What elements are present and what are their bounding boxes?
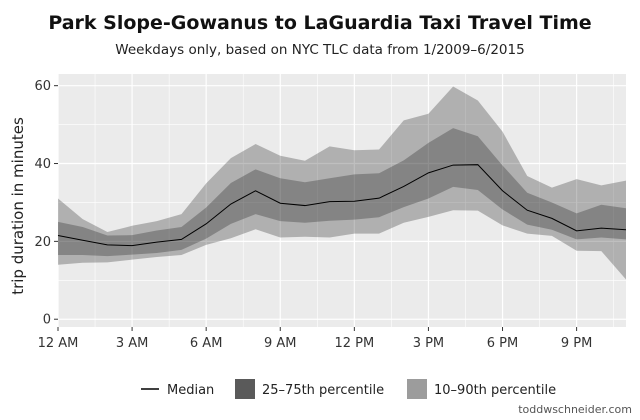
legend-key-10-90 xyxy=(407,379,427,399)
legend-label-25-75: 25–75th percentile xyxy=(262,383,384,398)
band-10-90-percentile xyxy=(58,86,626,280)
y-tick-label: 40 xyxy=(34,157,51,172)
x-tick-label: 6 PM xyxy=(487,336,518,351)
y-tick-label: 20 xyxy=(34,235,51,250)
credit-text: toddwschneider.com xyxy=(518,403,632,416)
y-axis-label: trip duration in minutes xyxy=(9,117,27,295)
x-tick-label: 3 PM xyxy=(413,336,444,351)
legend-key-25-75 xyxy=(235,379,255,399)
legend: Median 25–75th percentile 10–90th percenti… xyxy=(141,379,556,399)
x-tick-label: 12 AM xyxy=(38,336,79,351)
grid-lines xyxy=(57,74,626,327)
legend-label-median: Median xyxy=(167,383,214,398)
band-25-75-percentile xyxy=(58,128,626,257)
median-line-group xyxy=(57,164,627,247)
x-tick-label: 9 PM xyxy=(561,336,592,351)
median-line xyxy=(57,164,627,247)
legend-label-10-90: 10–90th percentile xyxy=(434,383,556,398)
x-tick-label: 3 AM xyxy=(116,336,149,351)
y-tick-label: 60 xyxy=(34,79,51,94)
plot-panel xyxy=(58,74,626,327)
y-tick-label: 0 xyxy=(43,313,51,328)
axes: 0 20 40 60 12 AM 3 AM 6 AM 9 AM 12 PM 3 PM 6 PM 9 P… xyxy=(34,79,592,351)
x-tick-label: 9 AM xyxy=(264,336,297,351)
bands xyxy=(58,86,626,280)
chart-title: Park Slope-Gowanus to LaGuardia Taxi Tra… xyxy=(48,12,592,34)
x-tick-label: 12 PM xyxy=(334,336,374,351)
chart-subtitle: Weekdays only, based on NYC TLC data fro… xyxy=(115,42,525,58)
x-tick-label: 6 AM xyxy=(190,336,223,351)
